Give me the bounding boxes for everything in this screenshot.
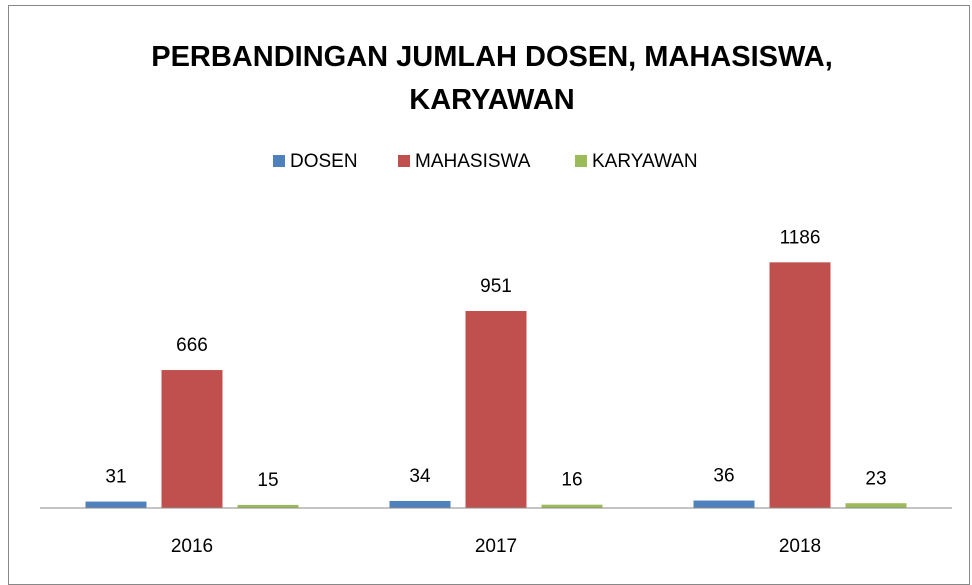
data-label: 36 [713,466,734,487]
legend-swatch [398,155,410,167]
data-label: 31 [105,467,126,488]
bar [85,501,147,508]
data-label: 23 [865,468,886,489]
legend-label: MAHASISWA [415,151,531,172]
bar [845,503,907,508]
data-label: 16 [561,470,582,491]
x-tick-label: 2018 [779,536,821,557]
bar [161,370,223,508]
bar [693,500,755,508]
data-label: 666 [176,335,208,356]
bar [465,311,527,508]
page: PERBANDINGAN JUMLAH DOSEN, MAHASISWA, KA… [8,5,970,585]
bar [541,504,603,508]
data-label: 34 [409,466,431,487]
chart: DOSEN MAHASISWA KARYAWAN 2016 31 666 15 2017 34 9… [40,151,952,557]
chart-title: PERBANDINGAN JUMLAH DOSEN, MAHASISWA, KA… [151,41,833,116]
bar [237,504,299,508]
legend-label: DOSEN [290,151,358,172]
x-tick-label: 2016 [171,536,213,557]
x-tick-label: 2017 [475,536,517,557]
data-label: 951 [480,276,512,297]
bar [769,262,831,508]
data-label: 15 [257,470,278,491]
bar [389,500,451,508]
legend-swatch [273,155,285,167]
legend-swatch [575,155,587,167]
legend-label: KARYAWAN [592,151,698,172]
data-label: 1186 [780,227,821,248]
